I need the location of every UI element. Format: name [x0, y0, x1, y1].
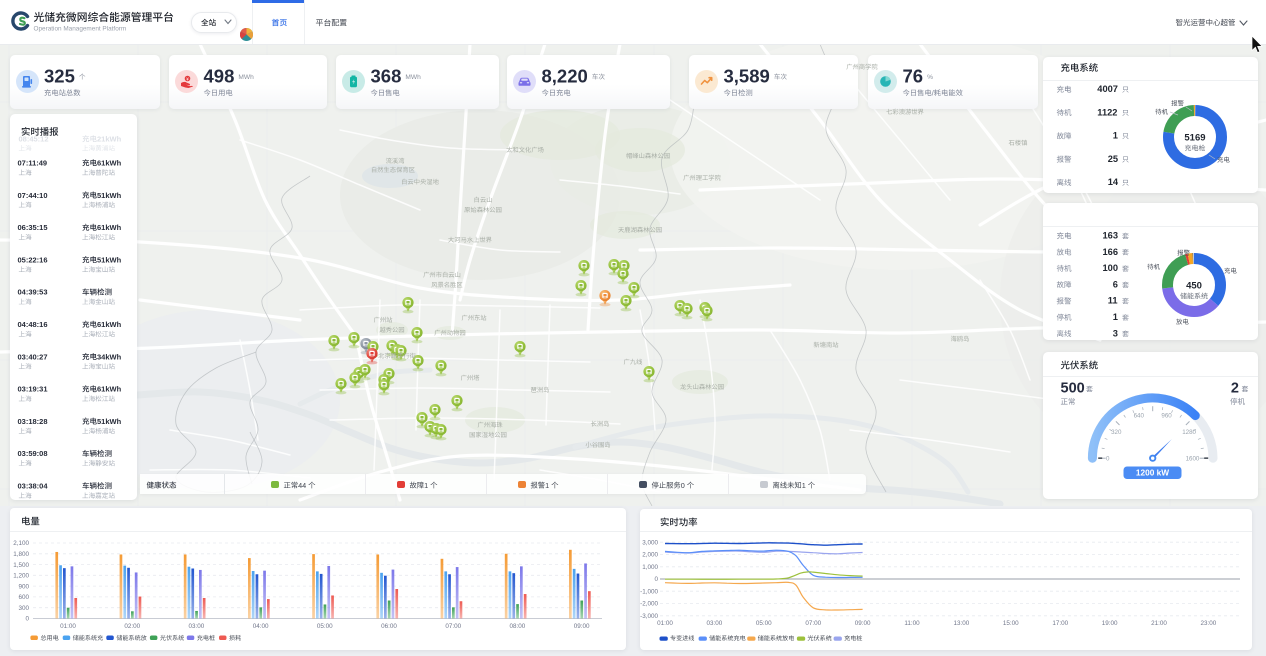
svg-text:1122: 1122 — [1097, 107, 1117, 117]
svg-text:61kWh: 61kWh — [97, 159, 122, 168]
svg-text:02:00: 02:00 — [124, 623, 140, 630]
svg-text:08:00: 08:00 — [510, 623, 526, 630]
svg-text:03:18:28: 03:18:28 — [18, 417, 48, 426]
svg-text:11:00: 11:00 — [904, 620, 920, 627]
svg-text:51kWh: 51kWh — [97, 191, 122, 200]
svg-text:166: 166 — [1103, 247, 1119, 257]
svg-text:640: 640 — [1134, 413, 1145, 420]
svg-text:0: 0 — [25, 616, 29, 623]
svg-text:498: 498 — [204, 65, 235, 86]
svg-text:0: 0 — [1106, 455, 1110, 462]
svg-text:300: 300 — [18, 605, 29, 612]
svg-text:06:35:15: 06:35:15 — [18, 223, 48, 232]
svg-text:163: 163 — [1103, 231, 1119, 241]
svg-text:600: 600 — [18, 594, 29, 601]
svg-text:11: 11 — [1108, 296, 1118, 306]
svg-text:1600: 1600 — [1186, 455, 1200, 462]
svg-text:03:59:08: 03:59:08 — [18, 449, 48, 458]
svg-text:0: 0 — [654, 576, 658, 583]
svg-text:51kWh: 51kWh — [97, 417, 122, 426]
svg-text:34kWh: 34kWh — [97, 352, 122, 361]
svg-text:25: 25 — [1108, 154, 1118, 164]
svg-text:/: / — [932, 88, 935, 97]
svg-text:61kWh: 61kWh — [97, 223, 122, 232]
svg-text:1280: 1280 — [1182, 429, 1196, 436]
svg-text:05:22:16: 05:22:16 — [18, 255, 48, 264]
svg-text:¥: ¥ — [186, 76, 189, 81]
svg-text:04:39:53: 04:39:53 — [18, 288, 48, 297]
svg-text:960: 960 — [1161, 413, 1172, 420]
svg-text:1: 1 — [1113, 312, 1118, 322]
svg-text:2: 2 — [1231, 380, 1239, 396]
svg-text:-2,000: -2,000 — [640, 601, 658, 608]
svg-text:07:00: 07:00 — [445, 623, 461, 630]
svg-text:14: 14 — [1108, 177, 1119, 187]
svg-text:1: 1 — [1113, 131, 1118, 141]
svg-text:1: 1 — [545, 481, 549, 490]
svg-text:-1,000: -1,000 — [640, 589, 658, 596]
svg-text:03:38:04: 03:38:04 — [18, 482, 49, 491]
svg-text:0: 0 — [681, 481, 685, 490]
svg-text:2,000: 2,000 — [642, 552, 658, 559]
svg-text:450: 450 — [1186, 281, 1202, 292]
svg-text:44: 44 — [298, 481, 306, 490]
svg-text:500: 500 — [1061, 380, 1085, 396]
svg-text:100: 100 — [1103, 263, 1119, 273]
svg-text:1,500: 1,500 — [13, 562, 29, 569]
svg-text:%: % — [927, 74, 933, 81]
svg-text:1,000: 1,000 — [642, 564, 658, 571]
svg-text:06:00: 06:00 — [381, 623, 397, 630]
svg-text:MWh: MWh — [405, 74, 421, 81]
svg-text:09:00: 09:00 — [855, 620, 871, 627]
svg-text:1,800: 1,800 — [13, 551, 29, 558]
svg-text:03:19:31: 03:19:31 — [18, 385, 48, 394]
svg-text:05:00: 05:00 — [756, 620, 772, 627]
svg-text:07:44:10: 07:44:10 — [18, 191, 48, 200]
svg-text:6: 6 — [1113, 279, 1118, 289]
svg-text:1: 1 — [424, 481, 428, 490]
svg-text:1200 kW: 1200 kW — [1136, 468, 1169, 478]
svg-text:1,200: 1,200 — [13, 573, 29, 580]
svg-text:03:00: 03:00 — [189, 623, 205, 630]
svg-text:13:00: 13:00 — [954, 620, 970, 627]
svg-text:15:00: 15:00 — [1003, 620, 1019, 627]
svg-text:21:00: 21:00 — [1151, 620, 1167, 627]
svg-text:01:00: 01:00 — [60, 623, 76, 630]
svg-text:3: 3 — [1113, 328, 1118, 338]
svg-text:5169: 5169 — [1184, 133, 1205, 144]
svg-text:23:00: 23:00 — [1201, 620, 1217, 627]
svg-text:04:00: 04:00 — [253, 623, 269, 630]
svg-text:19:00: 19:00 — [1102, 620, 1118, 627]
svg-text:4007: 4007 — [1097, 84, 1118, 94]
svg-text:03:00: 03:00 — [707, 620, 723, 627]
svg-text:08:45:12: 08:45:12 — [19, 135, 49, 144]
svg-text:07:00: 07:00 — [805, 620, 821, 627]
svg-text:368: 368 — [371, 65, 402, 86]
svg-text:61kWh: 61kWh — [97, 320, 122, 329]
svg-text:21kWh: 21kWh — [97, 135, 122, 144]
svg-text:03:40:27: 03:40:27 — [18, 352, 48, 361]
svg-text:1: 1 — [802, 481, 806, 490]
svg-text:320: 320 — [1111, 429, 1122, 436]
svg-text:MWh: MWh — [238, 74, 254, 81]
svg-text:51kWh: 51kWh — [97, 255, 122, 264]
svg-text:3,000: 3,000 — [642, 540, 658, 547]
svg-text:05:00: 05:00 — [317, 623, 333, 630]
svg-text:61kWh: 61kWh — [97, 385, 122, 394]
svg-text:Operation Management Platform: Operation Management Platform — [34, 25, 127, 32]
svg-text:2,100: 2,100 — [13, 540, 29, 547]
svg-text:09:00: 09:00 — [574, 623, 590, 630]
svg-text:04:48:16: 04:48:16 — [18, 320, 48, 329]
svg-text:900: 900 — [18, 583, 29, 590]
svg-text:3,589: 3,589 — [724, 65, 770, 86]
svg-text:325: 325 — [44, 65, 75, 86]
svg-text:01:00: 01:00 — [657, 620, 673, 627]
svg-text:-3,000: -3,000 — [640, 613, 658, 620]
svg-text:07:11:49: 07:11:49 — [18, 159, 48, 168]
svg-text:76: 76 — [903, 65, 924, 86]
svg-text:17:00: 17:00 — [1052, 620, 1068, 627]
svg-text:8,220: 8,220 — [542, 65, 588, 86]
